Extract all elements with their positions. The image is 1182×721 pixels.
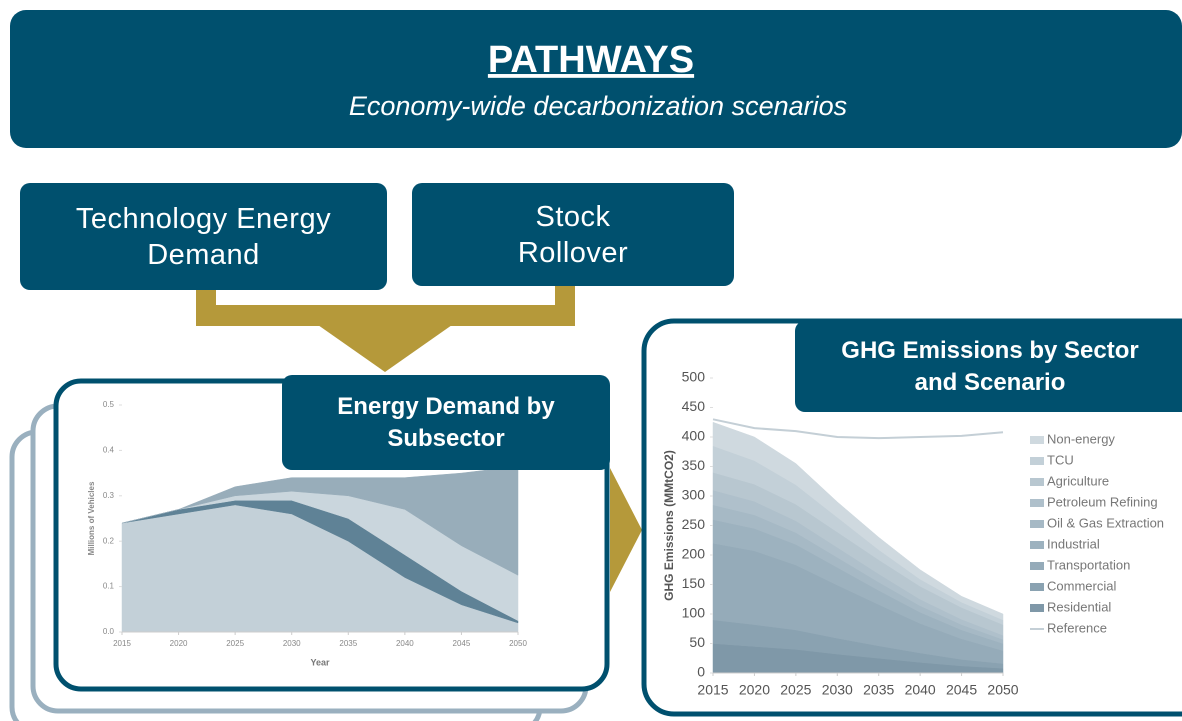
x-tick-label: 2025 — [226, 639, 244, 648]
legend-swatch — [1030, 583, 1044, 591]
legend-label: Reference — [1047, 620, 1107, 635]
x-tick-label: 2030 — [283, 639, 301, 648]
legend-label: Non-energy — [1047, 431, 1115, 446]
y-tick-label: 0.3 — [103, 491, 115, 500]
legend-label: Commercial — [1047, 578, 1116, 593]
area — [712, 421, 1004, 621]
panel-label: GHG Emissions by Sector and Scenario — [795, 321, 1182, 412]
x-tick-label: 2045 — [946, 682, 977, 698]
y-tick-label: 450 — [682, 398, 706, 414]
legend-swatch — [1030, 478, 1044, 486]
header-subtitle: Economy-wide decarbonization scenarios — [349, 91, 847, 121]
legend-swatch — [1030, 604, 1044, 612]
legend-label: Agriculture — [1047, 473, 1109, 488]
connector — [196, 284, 642, 592]
x-tick-label: 2020 — [739, 682, 770, 698]
x-tick-label: 2045 — [453, 639, 471, 648]
y-axis-label: GHG Emissions (MMtCO2) — [662, 450, 676, 601]
input-box: Technology Energy Demand — [20, 183, 387, 290]
legend-swatch — [1030, 562, 1044, 570]
x-tick-label: 2035 — [339, 639, 357, 648]
header-title: PATHWAYS — [488, 39, 694, 81]
y-tick-label: 0.0 — [103, 627, 115, 636]
legend-swatch — [1030, 541, 1044, 549]
y-tick-label: 250 — [682, 516, 706, 532]
y-tick-label: 100 — [682, 605, 706, 621]
legend-label: Residential — [1047, 599, 1111, 614]
panel-label: Energy Demand by Subsector — [282, 375, 610, 470]
legend-swatch — [1030, 457, 1044, 465]
x-axis-label: Year — [310, 657, 330, 667]
y-tick-label: 50 — [689, 634, 705, 650]
input-box: Stock Rollover — [412, 183, 734, 286]
y-tick-label: 0.2 — [103, 536, 115, 545]
x-tick-label: 2040 — [905, 682, 936, 698]
x-tick-label: 2050 — [987, 682, 1018, 698]
reference-line — [712, 418, 1004, 440]
x-tick-label: 2015 — [113, 639, 131, 648]
y-tick-label: 500 — [682, 369, 706, 385]
legend-swatch — [1030, 499, 1044, 507]
y-tick-label: 400 — [682, 428, 706, 444]
header-bar — [10, 10, 1182, 148]
legend-swatch — [1030, 436, 1044, 444]
x-tick-label: 2025 — [780, 682, 811, 698]
y-tick-label: 0.5 — [103, 400, 115, 409]
y-tick-label: 0.4 — [103, 446, 115, 455]
y-tick-label: 0.1 — [103, 582, 115, 591]
legend-label: Oil & Gas Extraction — [1047, 515, 1164, 530]
legend-label: TCU — [1047, 452, 1074, 467]
y-tick-label: 350 — [682, 457, 706, 473]
y-tick-label: 0 — [697, 664, 705, 680]
y-tick-label: 150 — [682, 575, 706, 591]
x-tick-label: 2035 — [863, 682, 894, 698]
y-tick-label: 300 — [682, 487, 706, 503]
legend-label: Petroleum Refining — [1047, 494, 1158, 509]
x-tick-label: 2030 — [822, 682, 853, 698]
y-tick-label: 200 — [682, 546, 706, 562]
area — [121, 466, 519, 576]
legend-swatch — [1030, 520, 1044, 528]
x-tick-label: 2015 — [697, 682, 728, 698]
x-tick-label: 2050 — [509, 639, 527, 648]
x-tick-label: 2040 — [396, 639, 414, 648]
legend-label: Industrial — [1047, 536, 1100, 551]
x-tick-label: 2020 — [170, 639, 188, 648]
legend-label: Transportation — [1047, 557, 1130, 572]
y-axis-label: Millions of Vehicles — [87, 481, 96, 555]
